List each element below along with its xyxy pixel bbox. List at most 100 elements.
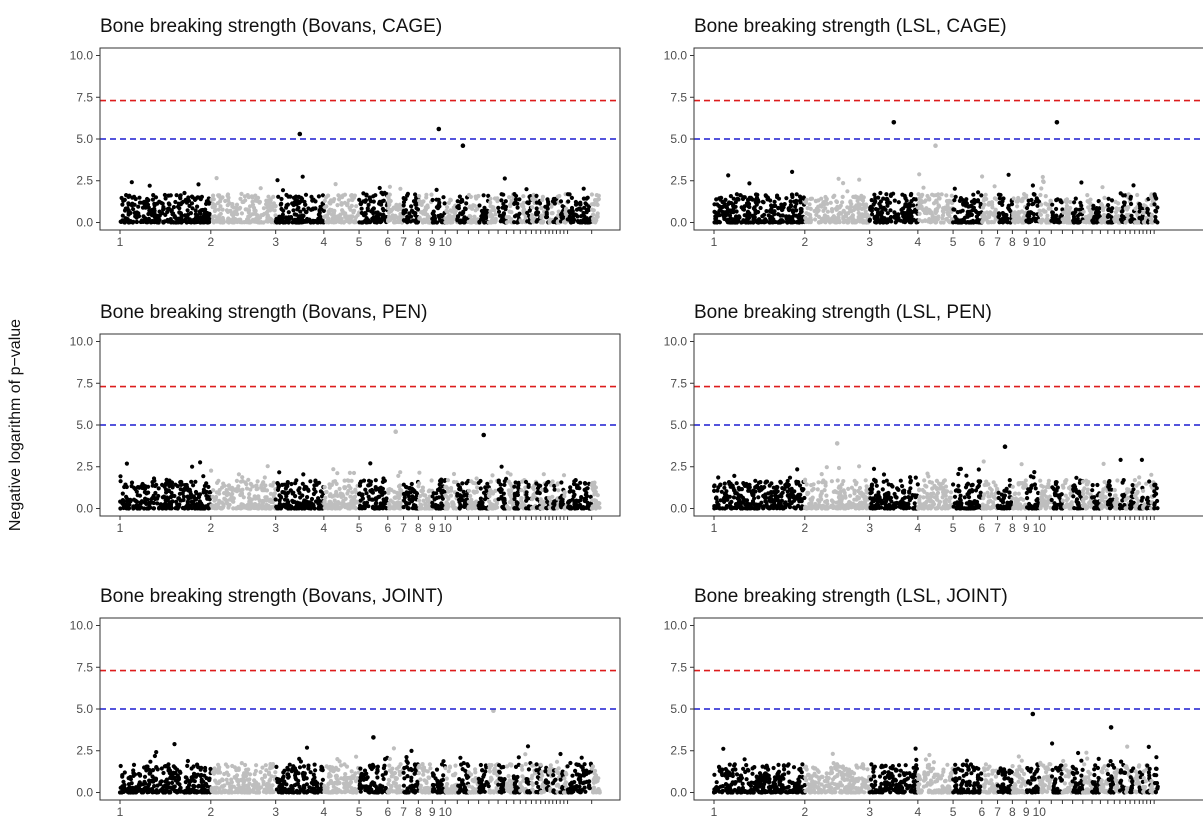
snp-point bbox=[787, 505, 793, 510]
snp-point bbox=[834, 199, 840, 205]
snp-point bbox=[1054, 198, 1059, 203]
snp-point bbox=[405, 214, 410, 219]
x-tick-label: 2 bbox=[801, 235, 808, 249]
snp-point bbox=[187, 203, 192, 208]
snp-point bbox=[802, 495, 807, 501]
snp-point bbox=[197, 499, 202, 504]
snp-point bbox=[387, 192, 392, 197]
snp-point bbox=[152, 201, 157, 206]
snp-point bbox=[240, 487, 245, 492]
snp-point bbox=[230, 204, 235, 209]
snp-point bbox=[278, 494, 283, 499]
snp-point bbox=[180, 505, 185, 511]
snp-point bbox=[594, 193, 599, 198]
y-tick-label: 2.5 bbox=[670, 174, 687, 188]
snp-point bbox=[790, 220, 795, 225]
snp-point bbox=[841, 216, 846, 221]
snp-point bbox=[403, 484, 409, 490]
snp-point bbox=[949, 217, 954, 222]
snp-point bbox=[255, 479, 260, 484]
snp-point bbox=[1155, 220, 1160, 225]
snp-point bbox=[1006, 172, 1011, 177]
snp-point bbox=[417, 194, 422, 199]
snp-point bbox=[129, 480, 135, 485]
snp-point bbox=[1026, 202, 1031, 207]
snp-point bbox=[351, 470, 357, 476]
snp-point bbox=[363, 199, 368, 204]
snp-point bbox=[474, 499, 479, 504]
snp-point bbox=[194, 502, 199, 507]
snp-point bbox=[736, 485, 741, 490]
snp-point bbox=[344, 503, 349, 508]
snp-point bbox=[173, 199, 178, 205]
snp-point bbox=[945, 212, 951, 217]
snp-point bbox=[790, 169, 795, 174]
snp-point bbox=[392, 216, 397, 221]
snp-point bbox=[268, 204, 273, 209]
snp-point bbox=[159, 200, 164, 205]
snp-point bbox=[992, 184, 997, 189]
snp-point bbox=[284, 494, 289, 499]
snp-point bbox=[175, 506, 180, 511]
snp-point bbox=[1043, 209, 1048, 214]
snp-point bbox=[472, 214, 477, 219]
snp-point bbox=[936, 204, 941, 209]
snp-point bbox=[338, 212, 343, 217]
snp-point bbox=[789, 192, 795, 197]
snp-point bbox=[790, 491, 795, 496]
snp-point bbox=[163, 212, 168, 217]
snp-point bbox=[1067, 208, 1072, 213]
snp-point bbox=[728, 481, 733, 486]
snp-point bbox=[785, 478, 790, 484]
snp-point bbox=[413, 213, 418, 218]
snp-point bbox=[727, 494, 732, 499]
snp-point bbox=[210, 503, 215, 508]
snp-point bbox=[254, 197, 259, 202]
snp-point bbox=[379, 202, 384, 207]
snp-point bbox=[496, 205, 501, 210]
snp-point bbox=[848, 204, 853, 209]
snp-point bbox=[493, 488, 498, 493]
snp-point bbox=[395, 505, 400, 510]
snp-point bbox=[156, 486, 161, 491]
snp-point bbox=[543, 482, 549, 487]
snp-point bbox=[347, 214, 352, 219]
snp-point bbox=[194, 219, 199, 224]
snp-point bbox=[894, 212, 899, 217]
snp-point bbox=[782, 202, 787, 207]
x-tick-label: 1 bbox=[117, 235, 124, 249]
snp-point bbox=[410, 494, 415, 499]
snp-point bbox=[502, 479, 507, 484]
snp-point bbox=[751, 488, 756, 493]
snp-point bbox=[841, 181, 846, 186]
snp-point bbox=[466, 504, 472, 509]
snp-point bbox=[767, 220, 772, 225]
snp-point bbox=[482, 205, 487, 210]
snp-point bbox=[758, 205, 763, 211]
snp-point bbox=[288, 488, 293, 493]
snp-points bbox=[712, 169, 1160, 225]
snp-point bbox=[1011, 196, 1016, 201]
snp-point bbox=[421, 199, 426, 204]
snp-point bbox=[144, 199, 149, 204]
snp-point bbox=[157, 213, 162, 218]
snp-point bbox=[873, 220, 878, 225]
snp-point bbox=[526, 484, 531, 489]
snp-point bbox=[216, 478, 221, 483]
snp-point bbox=[349, 193, 354, 198]
snp-point bbox=[241, 199, 246, 204]
snp-point bbox=[502, 176, 507, 181]
snp-point bbox=[467, 205, 472, 210]
snp-point bbox=[981, 198, 986, 203]
snp-point bbox=[455, 217, 460, 222]
snp-point bbox=[793, 204, 798, 209]
snp-point bbox=[495, 196, 500, 201]
snp-point bbox=[786, 219, 791, 224]
snp-point bbox=[243, 480, 248, 485]
snp-point bbox=[941, 210, 946, 215]
snp-point bbox=[163, 482, 168, 487]
snp-point bbox=[189, 479, 194, 484]
snp-point bbox=[222, 496, 227, 501]
snp-point bbox=[1013, 219, 1018, 224]
snp-point bbox=[425, 498, 431, 503]
